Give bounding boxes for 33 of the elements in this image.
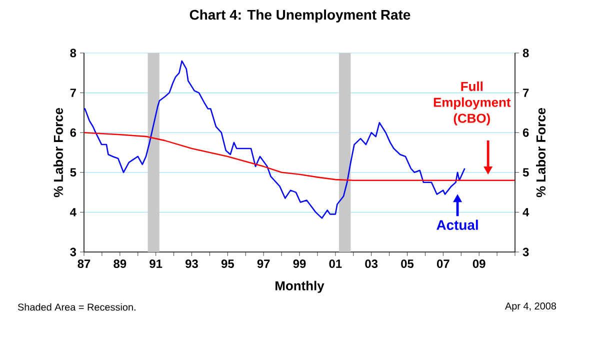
x-tick-label: 87 <box>78 260 90 268</box>
y2-tick-label: 8 <box>522 48 529 58</box>
x-tick-label: 95 <box>221 260 234 268</box>
x-tick-label: 01 <box>329 260 342 268</box>
y-axis-title: % Labor Force <box>53 108 63 198</box>
x-tick-label: 07 <box>436 260 450 268</box>
y-tick-label: 4 <box>70 208 76 216</box>
y2-tick-label: 4 <box>522 208 530 216</box>
x-tick-label: 91 <box>150 260 162 268</box>
y-tick-label: 7 <box>70 88 76 97</box>
y-tick-label: 6 <box>70 128 76 137</box>
x-tick-label: 97 <box>257 260 270 268</box>
x-tick-label: 89 <box>114 260 126 268</box>
x-tick-label: 93 <box>186 260 198 268</box>
y2-tick-label: 3 <box>522 248 529 256</box>
line-series <box>83 132 516 182</box>
y2-tick-label: 7 <box>523 88 529 97</box>
chart-title: Chart 4: The Unemployment Rate <box>190 9 410 22</box>
x-tick-label: 09 <box>472 260 486 268</box>
y-tick-label: 5 <box>70 168 76 177</box>
x-tick-label: 05 <box>401 260 414 268</box>
legend-label: Actual <box>436 220 478 230</box>
x-tick-label: 99 <box>293 260 306 268</box>
y-tick-label: 3 <box>70 248 76 256</box>
y2-axis-title: % Labor Force <box>536 108 546 198</box>
x-tick-label: 03 <box>365 260 378 268</box>
y2-tick-label: 6 <box>522 128 529 137</box>
y-tick-label: 8 <box>70 48 76 58</box>
text: Full Employment (CBO) <box>434 81 511 126</box>
text: Shaded Area = Recession. <box>18 303 136 311</box>
y2-tick-label: 5 <box>522 168 529 177</box>
text: Apr 4, 2008 <box>504 302 556 312</box>
x-axis-title: Monthly <box>276 280 324 293</box>
